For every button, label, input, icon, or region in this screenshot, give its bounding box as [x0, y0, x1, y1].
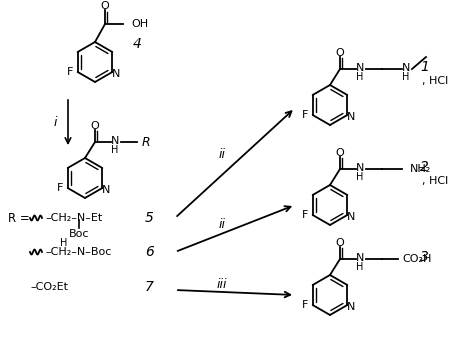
Text: N: N [102, 185, 110, 195]
Text: i: i [53, 115, 57, 128]
Text: N: N [402, 63, 410, 73]
Text: N: N [347, 212, 356, 222]
Text: F: F [301, 110, 308, 120]
Text: ii: ii [219, 218, 226, 231]
Text: O: O [100, 1, 109, 11]
Text: 7: 7 [145, 280, 154, 294]
Text: R: R [142, 135, 151, 148]
Text: N: N [347, 302, 356, 312]
Text: H: H [60, 238, 68, 248]
Text: F: F [56, 183, 63, 193]
Text: H: H [111, 145, 118, 155]
Text: H: H [356, 72, 364, 82]
Text: F: F [301, 300, 308, 310]
Text: 3: 3 [420, 250, 429, 264]
Text: N: N [356, 63, 364, 73]
Text: OH: OH [131, 19, 148, 29]
Text: NH₂: NH₂ [410, 164, 431, 174]
Text: 6: 6 [145, 245, 154, 259]
Text: O: O [336, 148, 345, 158]
Text: F: F [301, 210, 308, 220]
Text: H: H [356, 172, 364, 182]
Text: iii: iii [217, 278, 227, 291]
Text: H: H [356, 262, 364, 272]
Text: N: N [356, 253, 364, 263]
Text: CO₂H: CO₂H [402, 254, 431, 264]
Text: , HCl: , HCl [422, 176, 448, 186]
Text: , HCl: , HCl [422, 76, 448, 86]
Text: N: N [112, 69, 120, 79]
Text: –CO₂Et: –CO₂Et [30, 282, 68, 292]
Text: –CH₂–N–Et: –CH₂–N–Et [45, 213, 102, 223]
Text: N: N [347, 112, 356, 122]
Text: N: N [356, 163, 364, 173]
Text: O: O [336, 238, 345, 248]
Text: 2: 2 [420, 160, 429, 174]
Text: ii: ii [219, 148, 226, 161]
Text: N: N [111, 136, 119, 146]
Text: F: F [66, 67, 73, 77]
Text: H: H [402, 72, 410, 82]
Text: Boc: Boc [69, 229, 89, 239]
Text: R =: R = [8, 212, 30, 225]
Text: 4: 4 [133, 37, 142, 51]
Text: O: O [91, 121, 100, 131]
Text: 1: 1 [420, 60, 429, 74]
Text: O: O [336, 48, 345, 58]
Text: 5: 5 [145, 211, 154, 225]
Text: –CH₂–N–Boc: –CH₂–N–Boc [45, 247, 111, 257]
